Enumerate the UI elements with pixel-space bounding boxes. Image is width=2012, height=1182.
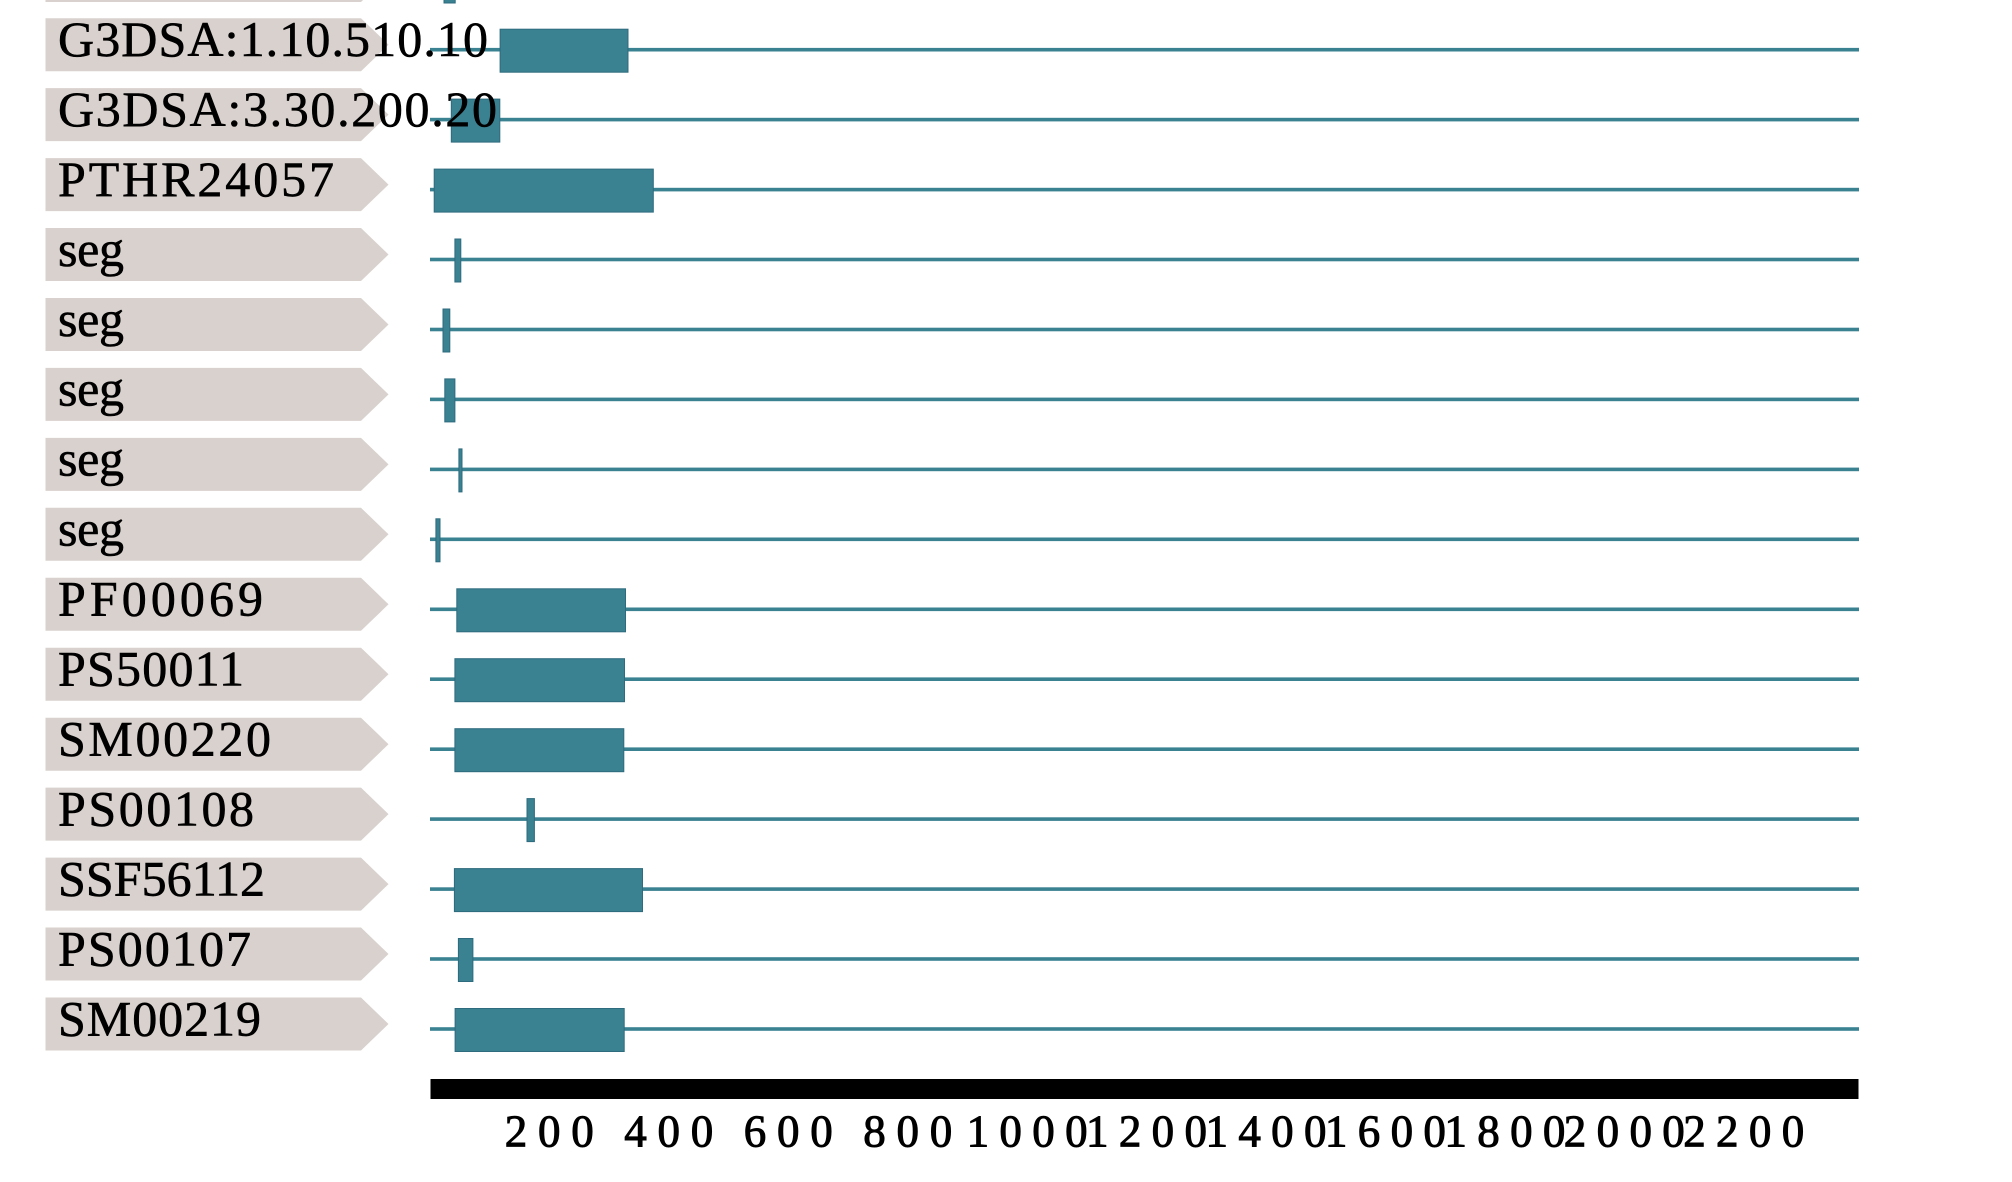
svg-text:1400: 1400 bbox=[1206, 1107, 1327, 1157]
svg-text:PS00108: PS00108 bbox=[58, 780, 254, 836]
svg-text:600: 600 bbox=[744, 1107, 833, 1157]
svg-text:2200: 2200 bbox=[1683, 1107, 1804, 1157]
svg-text:SSF56112: SSF56112 bbox=[58, 850, 265, 906]
svg-text:SM00219: SM00219 bbox=[58, 990, 261, 1046]
svg-text:seg: seg bbox=[58, 291, 124, 347]
svg-text:1000: 1000 bbox=[967, 1107, 1088, 1157]
svg-text:200: 200 bbox=[505, 1107, 594, 1157]
svg-text:1800: 1800 bbox=[1444, 1107, 1565, 1157]
svg-text:seg: seg bbox=[58, 361, 124, 417]
svg-text:seg: seg bbox=[58, 501, 124, 557]
svg-text:PF00069: PF00069 bbox=[58, 571, 263, 627]
svg-text:seg: seg bbox=[58, 431, 124, 487]
svg-text:400: 400 bbox=[624, 1107, 713, 1157]
svg-text:PS50011: PS50011 bbox=[58, 641, 244, 697]
svg-text:1600: 1600 bbox=[1325, 1107, 1446, 1157]
svg-text:1200: 1200 bbox=[1086, 1107, 1207, 1157]
svg-text:G3DSA:1.10.510.10: G3DSA:1.10.510.10 bbox=[58, 11, 488, 67]
svg-text:SM00220: SM00220 bbox=[58, 711, 271, 767]
svg-text:800: 800 bbox=[863, 1107, 952, 1157]
svg-text:PS00107: PS00107 bbox=[58, 920, 251, 976]
svg-text:2000: 2000 bbox=[1564, 1107, 1685, 1157]
svg-text:G3DSA:3.30.200.20: G3DSA:3.30.200.20 bbox=[58, 81, 497, 137]
svg-text:seg: seg bbox=[58, 221, 124, 277]
